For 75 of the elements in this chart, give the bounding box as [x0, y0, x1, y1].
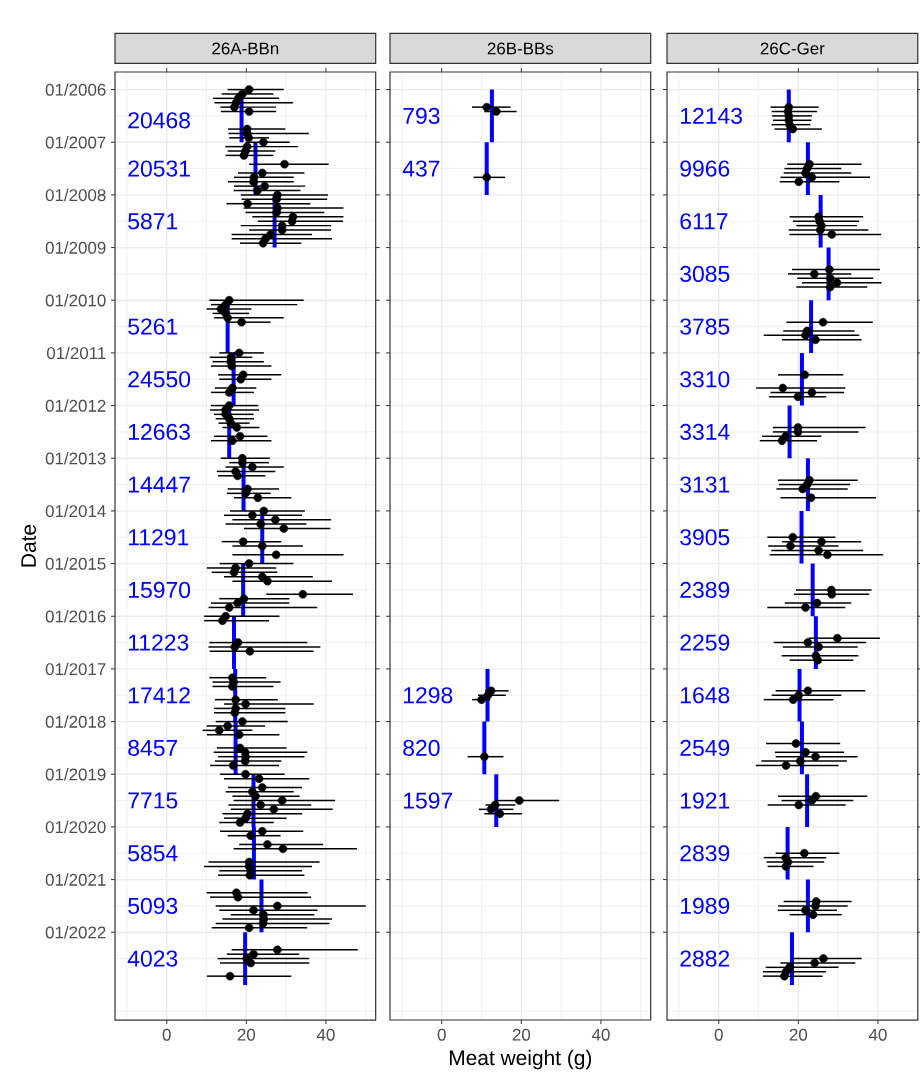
annotation: 793 — [403, 107, 440, 125]
annotation: 3785 — [680, 318, 730, 335]
x-tick-label: 20 — [789, 1028, 808, 1041]
y-tick-label: 01/2017 — [45, 662, 106, 676]
annotation: 14447 — [129, 476, 190, 493]
annotation: 20468 — [128, 112, 190, 129]
y-axis-title: Date — [21, 524, 36, 567]
annotation: 11223 — [129, 634, 189, 651]
y-tick-label: 01/2007 — [45, 136, 106, 149]
annotation: 1597 — [404, 792, 453, 809]
annotation: 3310 — [680, 371, 730, 388]
x-tick-label: 0 — [714, 1028, 723, 1041]
y-tick-label: 01/2009 — [45, 241, 106, 254]
annotation: 24550 — [128, 371, 191, 388]
y-tick-label: 01/2019 — [45, 768, 106, 781]
annotation: 437 — [402, 160, 440, 177]
annotation: 3314 — [680, 423, 730, 441]
x-tick-label: 40 — [591, 1028, 610, 1041]
annotation: 1648 — [681, 687, 730, 704]
annotation: 3085 — [680, 265, 730, 283]
y-tick-label: 01/2021 — [45, 873, 106, 886]
y-tick-label: 01/2018 — [45, 715, 106, 728]
y-tick-label: 01/2020 — [45, 820, 106, 834]
x-tick-label: 40 — [868, 1028, 887, 1041]
annotation: 2389 — [680, 581, 730, 599]
point — [482, 173, 491, 182]
annotation: 2882 — [680, 950, 730, 967]
y-tick-label: 01/2013 — [45, 452, 106, 465]
x-tick-label: 0 — [437, 1028, 446, 1041]
y-tick-label: 01/2011 — [47, 346, 106, 360]
annotation: 6117 — [680, 213, 728, 230]
annotation: 8457 — [128, 739, 178, 757]
y-tick-label: 01/2010 — [45, 294, 106, 307]
annotation: 15970 — [129, 581, 191, 599]
y-tick-label: 01/2022 — [45, 926, 106, 939]
x-tick-label: 40 — [316, 1028, 335, 1041]
annotation: 3905 — [680, 529, 730, 546]
x-tick-label: 0 — [162, 1028, 171, 1041]
annotation: 1989 — [681, 897, 730, 915]
annotation: 4023 — [127, 950, 178, 967]
point — [495, 809, 505, 819]
x-tick-label: 20 — [512, 1028, 531, 1041]
annotation: 17412 — [129, 687, 190, 704]
annotation: 5854 — [128, 845, 178, 862]
annotation: 2839 — [680, 845, 730, 862]
annotation: 12143 — [681, 107, 742, 125]
annotation: 1921 — [681, 792, 730, 809]
y-tick-label: 01/2006 — [45, 83, 106, 96]
y-tick-label: 01/2012 — [45, 399, 106, 412]
annotation: 1298 — [404, 687, 453, 704]
annotation: 2549 — [680, 739, 730, 757]
chart-title: 26B-BBs — [487, 42, 554, 55]
x-axis-title: Meat weight (g) — [449, 1049, 592, 1070]
annotation: 2259 — [680, 634, 730, 651]
point — [492, 107, 501, 116]
y-tick-label: 01/2015 — [45, 557, 106, 570]
annotation: 3131 — [680, 476, 730, 493]
y-tick-label: 01/2008 — [45, 188, 106, 202]
chart-title: 26A-BBn — [212, 42, 279, 55]
annotation: 5261 — [128, 318, 178, 335]
y-tick-label: 01/2016 — [45, 610, 106, 623]
annotation: 5871 — [128, 213, 178, 230]
annotation: 12663 — [129, 423, 190, 441]
point — [480, 752, 489, 761]
point — [515, 796, 524, 805]
x-tick-label: 20 — [237, 1028, 256, 1041]
annotation: 9966 — [680, 160, 730, 177]
y-tick-label: 01/2014 — [45, 504, 106, 518]
annotation: 5093 — [128, 897, 178, 915]
annotation: 820 — [403, 739, 440, 757]
annotation: 20531 — [128, 160, 190, 177]
chart-title: 26C-Ger — [760, 42, 825, 55]
annotation: 11291 — [129, 529, 189, 546]
annotation: 7715 — [128, 792, 178, 809]
point — [482, 102, 491, 112]
